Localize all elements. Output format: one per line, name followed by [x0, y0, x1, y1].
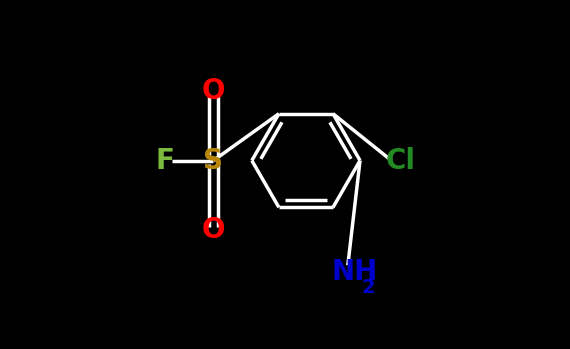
Text: O: O: [202, 216, 225, 244]
Text: O: O: [202, 77, 225, 105]
Text: S: S: [203, 147, 223, 174]
Text: F: F: [155, 147, 174, 174]
Text: 2: 2: [362, 279, 376, 297]
Text: NH: NH: [332, 258, 378, 286]
Text: Cl: Cl: [385, 147, 415, 174]
